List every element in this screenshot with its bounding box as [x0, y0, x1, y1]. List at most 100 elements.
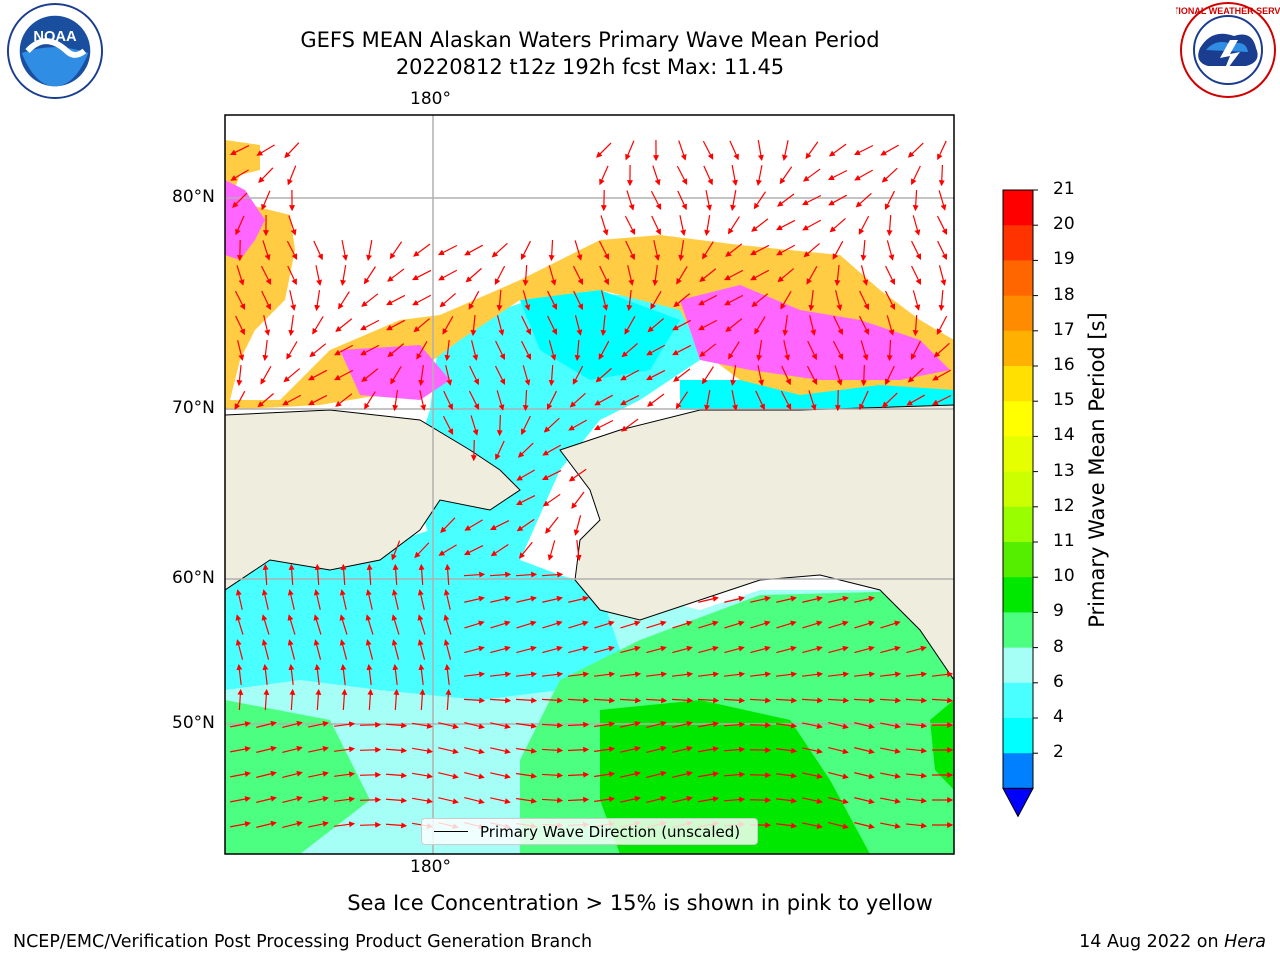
- wave-arrow: [438, 772, 459, 780]
- wave-arrow: [624, 215, 636, 235]
- wave-arrow: [884, 290, 896, 311]
- wave-arrow: [931, 394, 952, 406]
- wave-arrow: [444, 339, 451, 362]
- wave-arrow: [905, 722, 928, 729]
- wave-arrow: [730, 365, 737, 387]
- wave-arrow: [619, 697, 642, 704]
- wave-arrow: [341, 240, 348, 261]
- wave-arrow: [236, 663, 243, 686]
- wave-arrow: [522, 290, 531, 311]
- wave-arrow: [907, 367, 924, 383]
- wave-arrow: [568, 645, 589, 654]
- wave-arrow: [731, 165, 738, 187]
- wave-arrow: [287, 639, 296, 660]
- wave-arrow: [567, 771, 590, 778]
- wave-arrow: [439, 293, 456, 308]
- wave-arrow: [541, 772, 564, 779]
- wave-arrow: [256, 795, 277, 803]
- wave-arrow: [828, 620, 849, 629]
- wave-arrow: [440, 517, 456, 534]
- wave-arrow: [516, 645, 537, 654]
- wave-arrow: [620, 369, 640, 381]
- land-siberia: [225, 409, 521, 591]
- wave-arrow: [828, 194, 848, 206]
- wave-arrow: [598, 340, 610, 360]
- wave-arrow: [568, 419, 588, 431]
- wave-arrow: [723, 697, 746, 704]
- wave-arrow: [334, 369, 354, 381]
- wave-arrow: [672, 620, 693, 629]
- sea-ice-pink-west: [225, 180, 265, 260]
- wave-arrow: [568, 620, 589, 629]
- wave-arrow: [574, 240, 583, 261]
- wave-arrow: [779, 166, 793, 185]
- wave-arrow: [698, 294, 718, 306]
- wave-arrow: [879, 671, 902, 678]
- wave-arrow: [854, 620, 875, 629]
- wave-arrow: [541, 697, 564, 704]
- wave-arrow: [339, 639, 348, 660]
- wave-arrow: [880, 822, 901, 829]
- wave-arrow: [853, 671, 876, 678]
- wave-arrow: [802, 722, 823, 729]
- wave-arrow: [235, 639, 244, 660]
- wave-arrow: [858, 215, 870, 235]
- wave-arrow: [750, 645, 771, 654]
- wave-arrow: [834, 365, 843, 386]
- wave-arrow: [671, 697, 694, 704]
- wave-arrow: [496, 414, 503, 437]
- wave-arrow: [541, 722, 564, 729]
- wave-arrow: [750, 620, 771, 629]
- wave-arrow: [463, 671, 486, 678]
- wave-arrow: [308, 795, 329, 803]
- wave-arrow: [828, 796, 849, 805]
- wave-arrow: [651, 215, 661, 236]
- noaa-logo: NOAA: [6, 2, 104, 100]
- wave-arrow: [750, 595, 771, 603]
- wave-arrow: [412, 294, 432, 306]
- wave-arrow: [880, 797, 901, 804]
- wave-arrow: [366, 663, 373, 686]
- wave-arrow: [465, 267, 482, 283]
- wave-arrow: [938, 190, 947, 211]
- wave-arrow: [672, 795, 693, 803]
- wave-arrow: [886, 339, 893, 362]
- wave-arrow: [334, 344, 354, 356]
- lat-label-50: 50°N: [172, 713, 215, 733]
- wave-arrow: [704, 390, 711, 412]
- wave-arrow: [340, 663, 347, 686]
- wave-arrow: [802, 219, 822, 231]
- wave-arrow: [805, 141, 819, 160]
- wave-arrow: [802, 194, 822, 206]
- wave-arrow: [438, 269, 458, 281]
- wave-arrow: [828, 821, 849, 830]
- wave-arrow: [308, 745, 329, 753]
- wave-arrow: [308, 820, 329, 828]
- wave-arrow: [828, 771, 849, 780]
- wave-arrow: [261, 589, 269, 610]
- wave-arrow: [574, 339, 581, 362]
- wave-arrow: [334, 821, 356, 828]
- wave-arrow: [365, 589, 373, 610]
- wave-arrow: [230, 746, 252, 753]
- wave-arrow: [855, 192, 872, 208]
- wave-arrow: [880, 645, 901, 654]
- wave-arrow: [360, 344, 380, 356]
- wave-arrow: [494, 365, 506, 386]
- sea-ice-pink-mid: [340, 345, 450, 400]
- wave-arrow: [442, 415, 454, 435]
- wave-arrow: [464, 595, 485, 603]
- wave-arrow: [802, 595, 823, 603]
- wave-arrow: [385, 822, 408, 829]
- wave-arrow: [880, 722, 901, 729]
- wave-arrow: [339, 589, 347, 610]
- wave-arrow: [520, 340, 532, 361]
- wave-arrow: [443, 589, 451, 610]
- wave-arrow: [490, 722, 511, 730]
- wave-arrow: [361, 368, 379, 383]
- lon-label-bottom: 180°: [410, 857, 451, 877]
- wave-arrow: [361, 293, 379, 307]
- wave-arrow: [283, 368, 301, 383]
- wave-arrow: [728, 341, 740, 360]
- wave-arrow: [574, 315, 583, 336]
